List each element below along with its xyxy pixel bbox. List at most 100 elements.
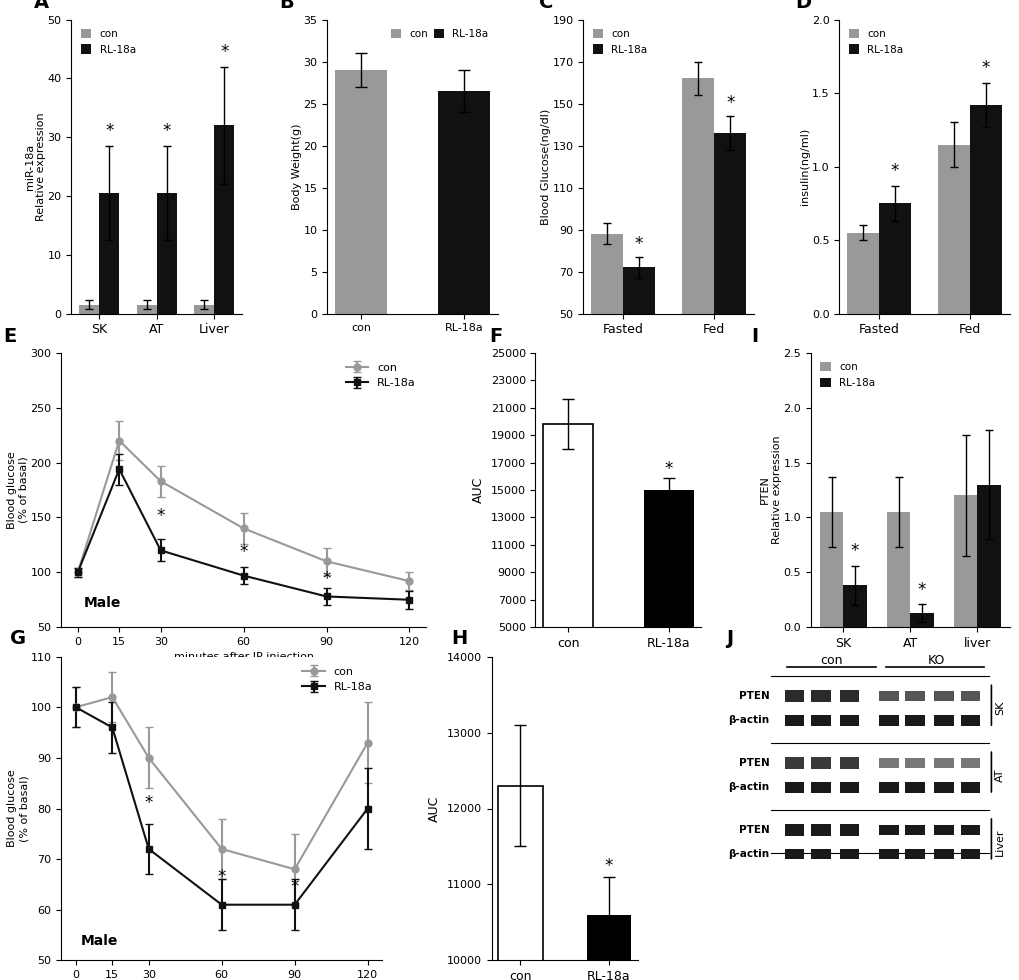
Bar (878, 691, 898, 701)
Text: *: * (239, 543, 248, 561)
Text: PTEN: PTEN (738, 691, 768, 701)
Bar (157, 193, 176, 314)
Bar (886, 512, 909, 627)
Bar (194, 305, 214, 314)
Text: G: G (10, 629, 25, 649)
Y-axis label: insulin(ng/ml): insulin(ng/ml) (800, 128, 809, 205)
Text: Male: Male (81, 934, 118, 949)
Text: *: * (634, 234, 642, 253)
Y-axis label: Blood Glucose(ng/dl): Blood Glucose(ng/dl) (540, 109, 550, 224)
Bar (960, 782, 979, 793)
Text: KO: KO (926, 655, 944, 667)
Bar (810, 849, 829, 859)
Bar (976, 484, 1000, 627)
Text: PTEN: PTEN (738, 825, 768, 835)
Text: *: * (162, 122, 171, 140)
Y-axis label: Blood glucose
(% of basal): Blood glucose (% of basal) (7, 769, 30, 848)
Bar (839, 758, 859, 768)
Legend: con, RL-18a: con, RL-18a (386, 24, 492, 43)
Y-axis label: PTEN
Relative expression: PTEN Relative expression (759, 436, 782, 544)
Text: Liver: Liver (995, 828, 1005, 856)
Legend: con, RL-18a: con, RL-18a (588, 24, 651, 59)
Text: F: F (488, 326, 501, 346)
Bar (909, 612, 932, 627)
Bar (839, 849, 859, 859)
Legend: con, RL-18a: con, RL-18a (298, 662, 376, 697)
Bar (933, 758, 953, 768)
Bar (878, 204, 910, 314)
Text: *: * (322, 570, 330, 588)
Bar (878, 849, 898, 859)
Bar (905, 782, 924, 793)
Text: C: C (538, 0, 552, 12)
Text: *: * (663, 460, 673, 477)
Bar (784, 782, 803, 793)
Y-axis label: miR-18a
Relative expression: miR-18a Relative expression (24, 113, 46, 220)
Y-axis label: Blood glucose
(% of basal): Blood glucose (% of basal) (7, 451, 29, 529)
Bar (586, 914, 631, 980)
Bar (839, 824, 859, 836)
Text: β-actin: β-actin (728, 782, 768, 792)
Bar (335, 70, 386, 314)
Bar (878, 782, 898, 793)
Bar (784, 758, 803, 768)
Bar (784, 715, 803, 726)
Bar (839, 782, 859, 793)
Bar (905, 849, 924, 859)
Bar (905, 758, 924, 768)
Bar (960, 849, 979, 859)
Text: SK: SK (995, 701, 1005, 715)
Bar (839, 715, 859, 726)
Text: con: con (819, 655, 842, 667)
Bar (643, 490, 693, 696)
Bar (969, 105, 1001, 314)
Bar (784, 690, 803, 702)
Y-axis label: AUC: AUC (428, 796, 441, 821)
Bar (878, 825, 898, 835)
Bar (137, 305, 157, 314)
Bar (905, 715, 924, 726)
Text: B: B (279, 0, 294, 12)
Text: I: I (750, 326, 757, 346)
Legend: con, RL-18a: con, RL-18a (815, 358, 878, 392)
Text: β-actin: β-actin (728, 849, 768, 859)
Bar (905, 691, 924, 701)
Bar (810, 715, 829, 726)
Bar (682, 78, 713, 418)
Text: *: * (290, 878, 299, 896)
Bar (438, 91, 490, 314)
Text: *: * (220, 43, 228, 61)
Text: *: * (917, 581, 925, 599)
Y-axis label: Body Weight(g): Body Weight(g) (291, 123, 302, 210)
Bar (839, 690, 859, 702)
Bar (810, 782, 829, 793)
Bar (878, 715, 898, 726)
Text: J: J (726, 629, 733, 649)
Bar (810, 690, 829, 702)
Bar (878, 758, 898, 768)
Text: *: * (145, 795, 153, 812)
Bar (905, 825, 924, 835)
Text: A: A (34, 0, 49, 12)
Bar (960, 758, 979, 768)
Bar (933, 691, 953, 701)
Text: D: D (794, 0, 810, 12)
Bar (810, 824, 829, 836)
Text: AT: AT (995, 768, 1005, 782)
Bar (937, 145, 969, 314)
Bar (498, 786, 542, 980)
Bar (960, 715, 979, 726)
Y-axis label: AUC: AUC (472, 477, 485, 503)
Bar (810, 758, 829, 768)
Legend: con, RL-18a: con, RL-18a (341, 359, 420, 393)
Text: E: E (3, 326, 16, 346)
Text: *: * (156, 507, 165, 525)
Bar (590, 234, 623, 418)
Bar (214, 125, 234, 314)
Text: Male: Male (84, 597, 120, 611)
Bar (542, 424, 593, 696)
Bar (953, 496, 976, 627)
Bar (933, 715, 953, 726)
Bar (784, 849, 803, 859)
Text: *: * (726, 94, 734, 112)
